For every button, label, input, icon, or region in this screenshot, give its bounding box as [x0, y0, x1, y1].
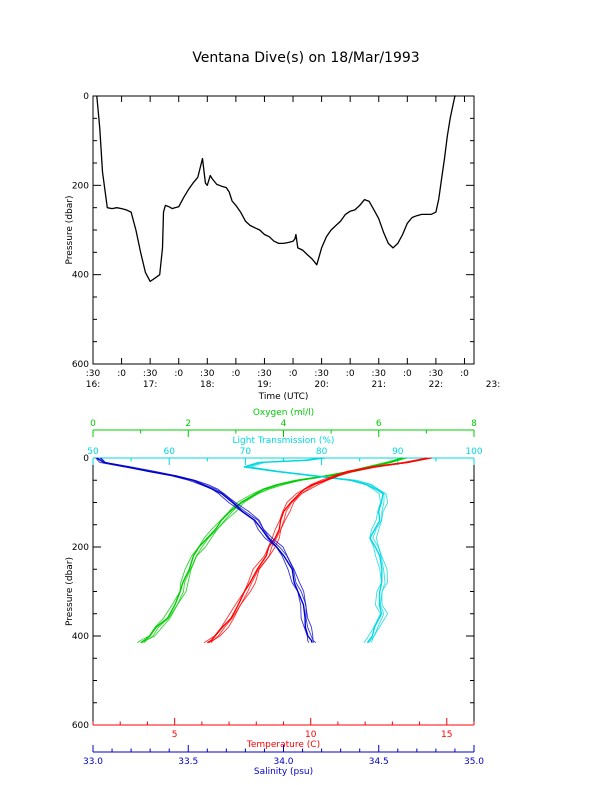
light-profile-line-repeat	[250, 457, 389, 643]
profile-chart: 0 200 400 600 Pressure (dbar) 0 2 4 6 8 Oxygen (ml…	[65, 408, 484, 777]
x-tick-label: :30	[86, 369, 101, 379]
x-tick-label: :0	[460, 369, 469, 379]
x-hour-label: 16:	[86, 380, 100, 390]
x-tick-label: 70	[240, 447, 252, 457]
oxygen-profile-line-repeat	[137, 457, 402, 644]
oxygen-profile-line	[140, 457, 403, 644]
x-tick-label: :0	[231, 369, 240, 379]
x-hour-label: 17:	[143, 380, 157, 390]
x-tick-label: :30	[314, 369, 329, 379]
x-tick-label: 34.5	[369, 757, 389, 767]
x-hour-label: 21:	[372, 380, 386, 390]
plot-frame	[92, 95, 475, 365]
x-tick-label: :30	[200, 369, 215, 379]
x-tick-label: :0	[117, 369, 126, 379]
x-tick-label: 8	[471, 419, 477, 429]
x-axis-label: Time (UTC)	[258, 392, 309, 402]
x-tick-label: :0	[289, 369, 298, 379]
temperature-profile-line-repeat	[210, 457, 432, 643]
x-tick-label: 33.5	[178, 757, 198, 767]
x-hour-label: 20:	[314, 380, 328, 390]
x-tick-label: :0	[346, 369, 355, 379]
x-axis-label: Salinity (psu)	[254, 767, 313, 777]
y-tick-label: 600	[72, 721, 89, 731]
x-tick-label: 80	[316, 447, 328, 457]
x-tick-label: 0	[90, 419, 96, 429]
salinity-profile-line-repeat	[100, 457, 317, 644]
y-tick-label: 200	[72, 181, 89, 191]
x-tick-label: 100	[465, 447, 482, 457]
x-tick-label: :30	[257, 369, 272, 379]
x-tick-label: 15	[441, 730, 452, 740]
y-tick-label: 400	[72, 271, 89, 281]
light-profile-line-repeat	[243, 457, 382, 643]
x-hour-label: 22:	[429, 380, 443, 390]
x-tick-label: :30	[143, 369, 158, 379]
temperature-profile-line-repeat	[203, 457, 427, 644]
x-tick-label: 34.0	[273, 757, 293, 767]
x-tick-label: 60	[163, 447, 175, 457]
x-tick-label: 90	[392, 447, 404, 457]
x-tick-label: :30	[429, 369, 444, 379]
x-tick-label: 6	[376, 419, 382, 429]
oxygen-profile-line-repeat	[144, 457, 407, 643]
x-tick-label: 4	[281, 419, 287, 429]
x-axis-label: Light Transmission (%)	[233, 436, 335, 446]
x-tick-label: 50	[87, 447, 99, 457]
y-tick-label: 0	[83, 454, 89, 464]
y-tick-label: 600	[72, 360, 89, 370]
y-axis-label: Pressure (dbar)	[65, 557, 75, 626]
dive-time-chart: 0 200 400 600 Pressure (dbar) :30 :0 :30 :0 :30 :0…	[65, 92, 500, 402]
x-tick-label: 33.0	[83, 757, 103, 767]
x-tick-label: :0	[174, 369, 183, 379]
temperature-profile-line	[206, 457, 428, 644]
temperature-profile-line-repeat	[208, 457, 431, 644]
x-hour-label: 19:	[257, 380, 271, 390]
x-tick-label: 10	[305, 730, 317, 740]
salinity-profile-line	[96, 457, 313, 643]
x-tick-label: :30	[372, 369, 387, 379]
y-tick-label: 400	[72, 632, 89, 642]
x-tick-label: 5	[172, 730, 178, 740]
x-tick-label: 2	[185, 419, 191, 429]
page-title: Ventana Dive(s) on 18/Mar/1993	[192, 50, 420, 66]
y-tick-label: 0	[83, 92, 89, 102]
x-hour-label: 23:	[486, 380, 500, 390]
dive-pressure-line	[96, 95, 456, 283]
x-hour-label: 18:	[200, 380, 214, 390]
salinity-profile-line-repeat	[95, 457, 310, 643]
y-tick-label: 200	[72, 543, 89, 553]
y-axis-label: Pressure (dbar)	[65, 196, 75, 265]
x-axis-label: Oxygen (ml/l)	[253, 408, 314, 418]
x-tick-label: :0	[403, 369, 412, 379]
x-tick-label: 35.0	[464, 757, 484, 767]
